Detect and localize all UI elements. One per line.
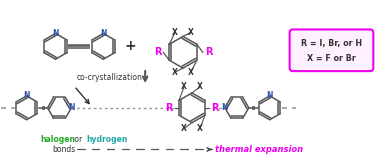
Text: bonds: bonds: [53, 145, 76, 154]
Text: N: N: [23, 91, 30, 100]
Text: R: R: [154, 47, 161, 57]
Text: co-crystallization: co-crystallization: [76, 73, 142, 81]
Text: X: X: [172, 68, 178, 77]
Text: +: +: [124, 39, 136, 53]
Text: R: R: [166, 103, 173, 113]
Text: X: X: [197, 124, 203, 133]
Text: X: X: [172, 28, 178, 37]
Text: N: N: [266, 91, 273, 100]
Text: N: N: [52, 29, 59, 38]
Text: thermal expansion: thermal expansion: [215, 145, 303, 154]
Text: X: X: [181, 124, 187, 133]
Text: R = I, Br, or H: R = I, Br, or H: [301, 39, 362, 48]
Text: N: N: [68, 103, 75, 112]
Text: R: R: [205, 47, 212, 57]
Text: N: N: [100, 29, 107, 38]
Text: X: X: [181, 82, 187, 91]
Text: N: N: [222, 103, 228, 112]
Text: hydrogen: hydrogen: [87, 135, 128, 144]
Text: or: or: [73, 135, 85, 144]
Text: X: X: [197, 82, 203, 91]
Text: halogen: halogen: [40, 135, 76, 144]
Text: X = F or Br: X = F or Br: [307, 54, 356, 63]
Text: X: X: [188, 68, 194, 77]
FancyBboxPatch shape: [290, 29, 373, 71]
Text: R: R: [211, 103, 218, 113]
Text: X: X: [188, 28, 194, 37]
